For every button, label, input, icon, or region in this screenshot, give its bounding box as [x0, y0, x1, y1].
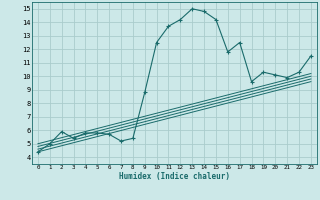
X-axis label: Humidex (Indice chaleur): Humidex (Indice chaleur)	[119, 172, 230, 181]
